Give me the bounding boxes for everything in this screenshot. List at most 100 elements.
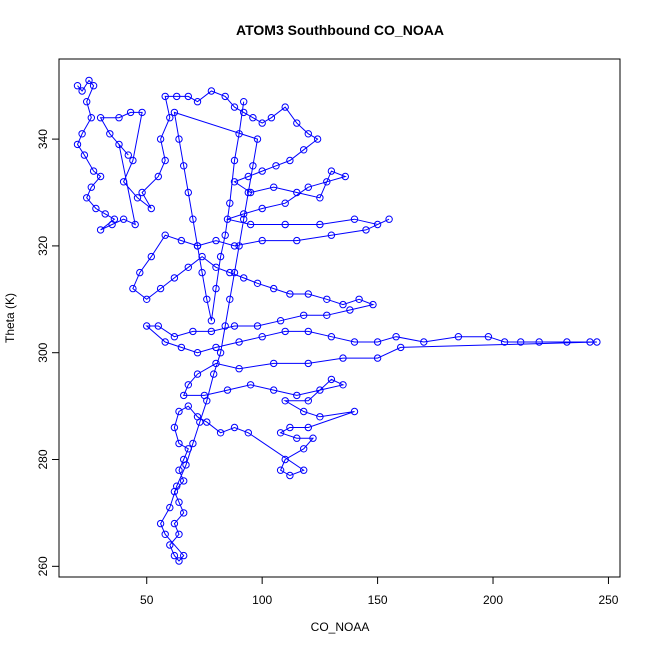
data-point	[193, 242, 202, 250]
data-point	[147, 204, 156, 213]
data-point	[147, 252, 156, 261]
data-point	[207, 87, 216, 95]
data-point	[96, 114, 105, 122]
data-point	[240, 274, 248, 282]
data-point	[226, 199, 234, 207]
data-point	[316, 413, 324, 421]
data-point	[173, 482, 181, 490]
data-point	[161, 530, 169, 538]
data-point	[175, 557, 183, 565]
data-point	[327, 167, 336, 175]
x-axis: 50 100 150 200 250	[140, 577, 619, 607]
data-point	[258, 236, 266, 245]
data-point	[323, 311, 331, 319]
data-point	[221, 322, 229, 330]
data-point	[270, 183, 278, 191]
data-point	[258, 204, 266, 213]
data-point	[362, 226, 370, 234]
data-point	[198, 252, 206, 261]
data-point	[119, 178, 128, 186]
data-point	[223, 215, 232, 223]
data-point	[373, 338, 382, 346]
data-point	[221, 92, 229, 101]
data-point	[184, 188, 193, 197]
data-point	[73, 82, 82, 90]
data-point	[161, 92, 169, 101]
data-point	[304, 130, 312, 138]
data-point	[182, 461, 190, 469]
data-point	[563, 338, 571, 346]
data-point	[223, 386, 232, 394]
data-point	[281, 220, 289, 229]
data-point	[230, 423, 239, 432]
data-point	[281, 103, 289, 111]
data-point	[270, 284, 278, 293]
data-point	[73, 140, 82, 149]
data-point	[304, 183, 312, 191]
data-point	[175, 466, 183, 474]
data-point	[300, 311, 308, 319]
data-point	[203, 397, 211, 405]
data-point	[230, 103, 239, 111]
data-point	[177, 236, 186, 245]
data-point	[175, 407, 183, 416]
data-point	[129, 156, 137, 165]
data-point	[207, 327, 216, 336]
data-point	[78, 130, 86, 138]
data-point	[300, 146, 308, 154]
data-point	[593, 338, 601, 346]
data-point	[221, 231, 229, 239]
data-point	[276, 317, 285, 325]
data-point	[230, 322, 239, 330]
data-point	[193, 370, 202, 378]
data-point	[184, 381, 193, 389]
data-point	[184, 445, 193, 453]
data-point	[350, 338, 359, 346]
series-polyline	[76, 79, 597, 562]
data-point	[154, 322, 163, 330]
data-point	[235, 130, 243, 138]
data-point	[249, 114, 257, 122]
data-point	[258, 167, 266, 175]
data-point	[240, 108, 248, 117]
data-point	[154, 172, 163, 181]
data-point	[246, 188, 255, 197]
data-point	[189, 439, 197, 448]
data-point	[286, 471, 294, 480]
data-point	[166, 541, 174, 549]
data-point	[180, 551, 188, 560]
data-point	[161, 338, 169, 346]
data-point	[143, 322, 151, 330]
data-point	[327, 375, 336, 384]
data-point	[484, 333, 493, 341]
x-tick-label: 150	[368, 593, 388, 607]
data-point	[373, 354, 382, 362]
data-point	[272, 162, 280, 170]
data-point	[373, 220, 382, 229]
data-point	[96, 226, 105, 234]
data-point	[281, 455, 289, 464]
data-point	[184, 263, 193, 271]
data-point	[203, 295, 211, 303]
data-point	[276, 466, 285, 474]
data-point	[83, 194, 91, 202]
data-point	[397, 343, 405, 352]
data-point	[327, 333, 336, 341]
data-point	[212, 359, 220, 368]
data-point	[240, 98, 248, 106]
data-point	[535, 338, 543, 346]
data-point	[293, 434, 301, 442]
data-point	[196, 418, 204, 426]
data-point	[207, 317, 216, 325]
data-point	[138, 188, 146, 197]
data-point	[293, 391, 301, 400]
data-point	[586, 338, 594, 346]
data-point	[253, 135, 262, 143]
x-axis-label: CO_NOAA	[311, 620, 370, 634]
data-point	[133, 194, 142, 202]
data-point	[198, 268, 206, 277]
data-point	[246, 220, 255, 229]
data-point	[270, 359, 278, 368]
data-point	[369, 300, 377, 309]
